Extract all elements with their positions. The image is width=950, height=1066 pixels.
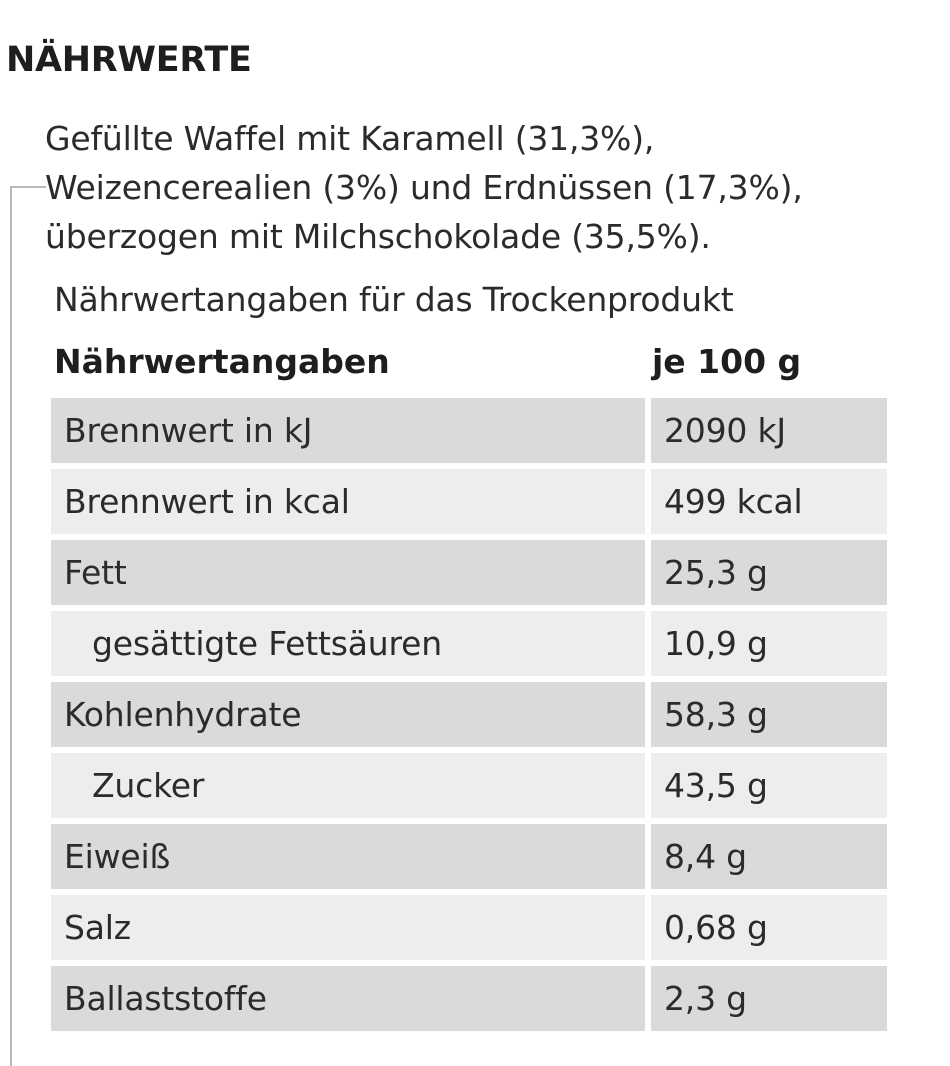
header-per-100g: je 100 g: [652, 342, 802, 381]
table-row: Brennwert in kcal 499 kcal: [51, 469, 887, 540]
nutrition-table-header: Nährwertangaben je 100 g: [54, 342, 894, 394]
nutrient-name: Fett: [51, 540, 645, 605]
nutrient-name: gesättigte Fettsäuren: [51, 611, 645, 676]
nutrient-value: 25,3 g: [651, 540, 887, 605]
nutrient-name: Brennwert in kcal: [51, 469, 645, 534]
nutrient-value: 2,3 g: [651, 966, 887, 1031]
nutrition-table: Brennwert in kJ 2090 kJ Brennwert in kca…: [51, 398, 887, 1037]
nutrient-name: Ballaststoffe: [51, 966, 645, 1031]
table-row: Salz 0,68 g: [51, 895, 887, 966]
nutrient-value: 0,68 g: [651, 895, 887, 960]
table-row: Kohlenhydrate 58,3 g: [51, 682, 887, 753]
nutrient-name: Salz: [51, 895, 645, 960]
nutrient-name: Kohlenhydrate: [51, 682, 645, 747]
table-row: Fett 25,3 g: [51, 540, 887, 611]
nutrient-value: 43,5 g: [651, 753, 887, 818]
product-description: Gefüllte Waffel mit Karamell (31,3%), We…: [45, 114, 945, 261]
table-row: Eiweiß 8,4 g: [51, 824, 887, 895]
nutrient-name: Eiweiß: [51, 824, 645, 889]
table-row: Ballaststoffe 2,3 g: [51, 966, 887, 1037]
tree-connector-line: [10, 186, 46, 1066]
nutrient-value: 8,4 g: [651, 824, 887, 889]
table-row: Brennwert in kJ 2090 kJ: [51, 398, 887, 469]
table-row: Zucker 43,5 g: [51, 753, 887, 824]
nutrition-caption: Nährwertangaben für das Trockenprodukt: [54, 280, 734, 319]
header-nutrient: Nährwertangaben: [54, 342, 390, 381]
nutrient-value: 499 kcal: [651, 469, 887, 534]
nutrient-value: 58,3 g: [651, 682, 887, 747]
table-row: gesättigte Fettsäuren 10,9 g: [51, 611, 887, 682]
description-line: überzogen mit Milchschokolade (35,5%).: [45, 217, 711, 256]
nutrient-name: Zucker: [51, 753, 645, 818]
section-title: NÄHRWERTE: [6, 40, 252, 80]
nutrient-name: Brennwert in kJ: [51, 398, 645, 463]
description-line: Gefüllte Waffel mit Karamell (31,3%),: [45, 119, 655, 158]
description-line: Weizencerealien (3%) und Erdnüssen (17,3…: [45, 168, 803, 207]
nutrient-value: 2090 kJ: [651, 398, 887, 463]
nutrient-value: 10,9 g: [651, 611, 887, 676]
